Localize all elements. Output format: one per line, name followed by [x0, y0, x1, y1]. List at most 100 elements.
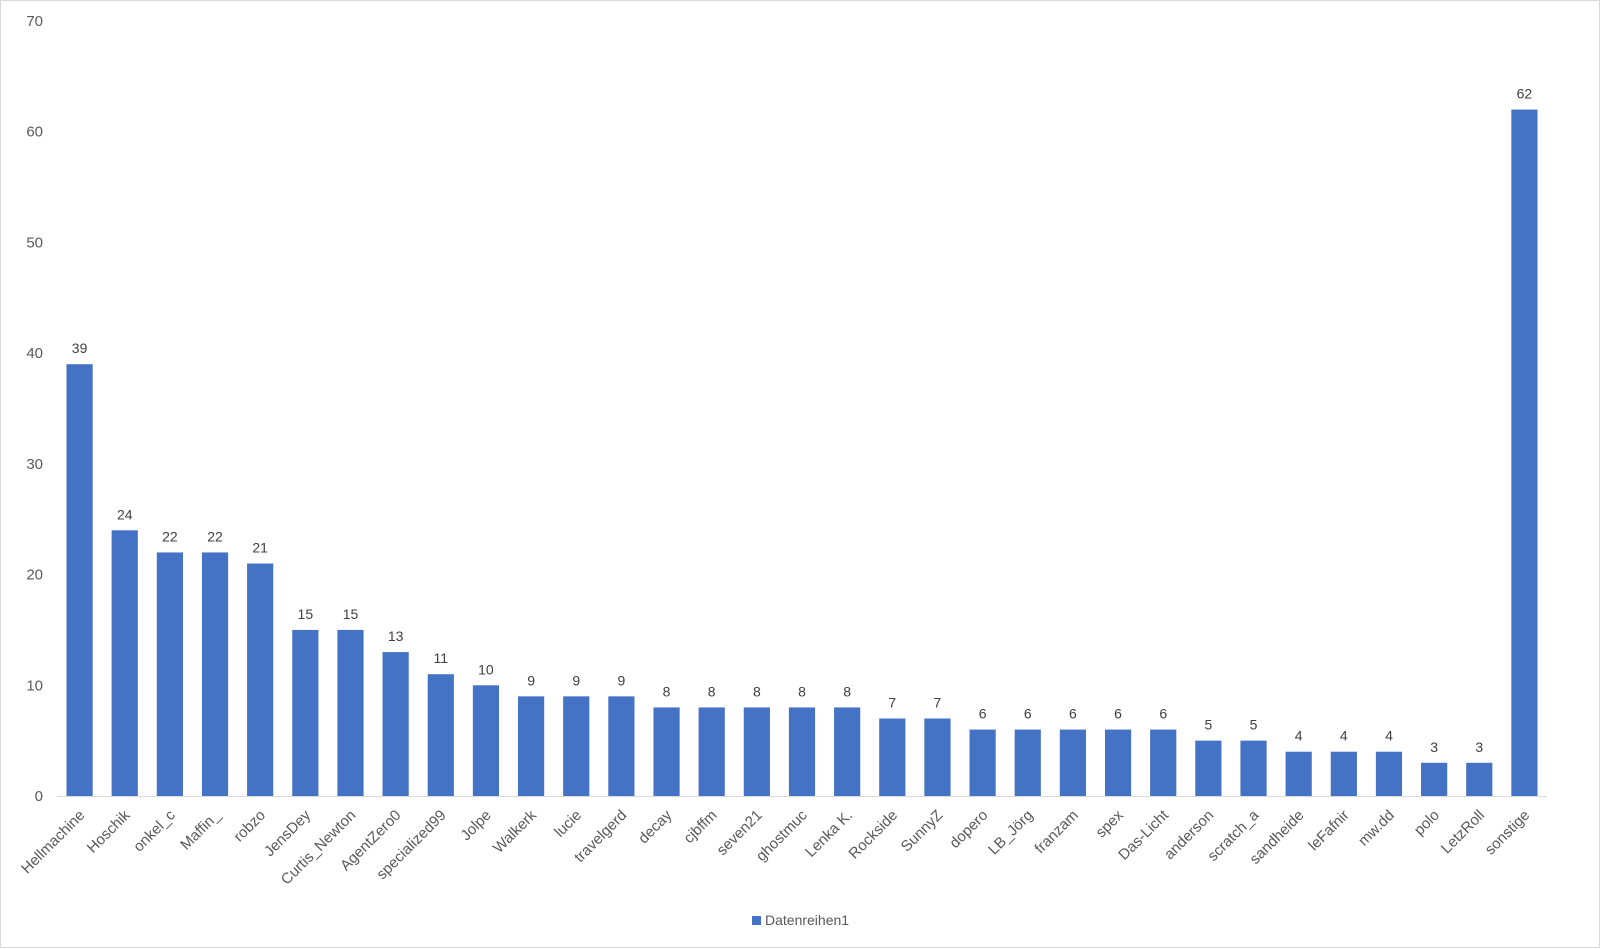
- bar: [788, 707, 816, 796]
- y-tick-label: 30: [26, 456, 43, 473]
- legend: Datenreihen1: [752, 912, 849, 928]
- bar: [1511, 109, 1538, 797]
- x-tick-label: LB_Jörg: [985, 807, 1037, 859]
- data-label: 4: [1340, 728, 1348, 744]
- bar: [1014, 729, 1041, 796]
- data-label: 4: [1295, 728, 1303, 744]
- bar: [608, 696, 635, 796]
- data-label: 9: [527, 672, 535, 688]
- bar: [1240, 740, 1267, 796]
- data-label: 9: [617, 672, 625, 688]
- data-label: 5: [1250, 717, 1258, 733]
- bar: [1421, 762, 1448, 796]
- x-tick-label: cjbffm: [680, 807, 720, 847]
- x-tick-label: franzam: [1031, 807, 1081, 857]
- bar: [743, 707, 770, 796]
- bar: [201, 552, 229, 796]
- data-label: 62: [1517, 86, 1533, 102]
- data-label: 6: [979, 706, 987, 722]
- y-tick-label: 20: [26, 567, 43, 584]
- bar: [472, 685, 500, 796]
- bar: [924, 718, 951, 796]
- bar: [382, 652, 409, 796]
- data-label: 22: [162, 528, 178, 544]
- bar: [1375, 751, 1403, 796]
- bar: [427, 674, 454, 796]
- x-tick-label: Maffin_: [177, 806, 224, 853]
- data-label: 7: [888, 695, 896, 711]
- y-tick-label: 60: [26, 124, 43, 141]
- bar: [698, 707, 725, 796]
- x-tick-label: leFafnir: [1305, 807, 1352, 854]
- x-tick-label: LetzRoll: [1438, 807, 1488, 857]
- data-label: 8: [753, 683, 761, 699]
- x-tick-label: Jolpe: [457, 807, 494, 844]
- bar: [1195, 740, 1222, 796]
- x-tick-label: robzo: [230, 807, 269, 846]
- data-label: 24: [117, 506, 133, 522]
- x-tick-label: Hellmachine: [18, 807, 88, 877]
- x-tick-label: Rockside: [845, 807, 901, 863]
- bar: [1059, 729, 1087, 796]
- data-labels: 39 24 22 22 21 15 15 13 11 10 9 9 9 8 8 8 8 8 7 7 6 6 6 6 6 5 5 4 4 4…: [72, 86, 1533, 755]
- data-label: 3: [1430, 739, 1438, 755]
- x-tick-label: onkel_c: [130, 806, 179, 855]
- data-label: 6: [1114, 706, 1122, 722]
- data-label: 3: [1475, 739, 1483, 755]
- bar: [1466, 762, 1493, 796]
- data-label: 39: [72, 340, 88, 356]
- x-tick-label: polo: [1411, 807, 1443, 839]
- data-label: 22: [207, 528, 223, 544]
- bar: [337, 629, 364, 796]
- data-label: 11: [434, 650, 449, 666]
- data-label: 10: [478, 661, 494, 677]
- bar: [563, 696, 590, 796]
- y-tick-label: 40: [26, 345, 43, 362]
- data-label: 8: [843, 683, 851, 699]
- legend-label: Datenreihen1: [765, 912, 849, 928]
- bar: [156, 552, 183, 796]
- bar: [111, 530, 138, 796]
- data-label: 7: [934, 695, 942, 711]
- data-label: 6: [1159, 706, 1167, 722]
- bar: [1150, 729, 1177, 796]
- bar: [879, 718, 906, 796]
- bar-series: [66, 109, 1538, 797]
- bar: [1330, 751, 1357, 796]
- y-tick-label: 0: [35, 788, 43, 805]
- x-tick-label: Hoschik: [84, 806, 134, 856]
- bar: [517, 696, 545, 796]
- y-axis-tick-labels: 0 10 20 30 40 50 60 70: [26, 13, 43, 805]
- data-label: 15: [343, 606, 359, 622]
- y-tick-label: 70: [26, 13, 43, 30]
- bar: [834, 707, 861, 796]
- x-tick-label: dopero: [946, 807, 991, 852]
- data-label: 13: [388, 628, 404, 644]
- data-label: 6: [1069, 706, 1077, 722]
- data-label: 15: [298, 606, 314, 622]
- data-label: 21: [252, 540, 268, 556]
- data-label: 4: [1385, 728, 1393, 744]
- x-tick-label: decay: [635, 806, 676, 847]
- data-label: 8: [708, 683, 716, 699]
- x-tick-label: spex: [1092, 806, 1127, 841]
- x-tick-label: Walkerk: [490, 806, 540, 856]
- x-tick-label: mw.dd: [1355, 807, 1398, 850]
- bar: [292, 629, 319, 796]
- data-label: 9: [572, 672, 580, 688]
- x-tick-label: sonstige: [1482, 807, 1534, 859]
- legend-swatch: [752, 916, 761, 925]
- bar: [1104, 729, 1132, 796]
- y-tick-label: 10: [26, 677, 43, 694]
- bar: [653, 707, 680, 796]
- data-label: 8: [663, 683, 671, 699]
- data-label: 6: [1024, 706, 1032, 722]
- data-label: 5: [1204, 717, 1212, 733]
- bar: [247, 563, 274, 796]
- bar: [66, 364, 93, 796]
- x-tick-label: lucie: [551, 807, 585, 841]
- x-tick-label: SunnyZ: [898, 807, 947, 856]
